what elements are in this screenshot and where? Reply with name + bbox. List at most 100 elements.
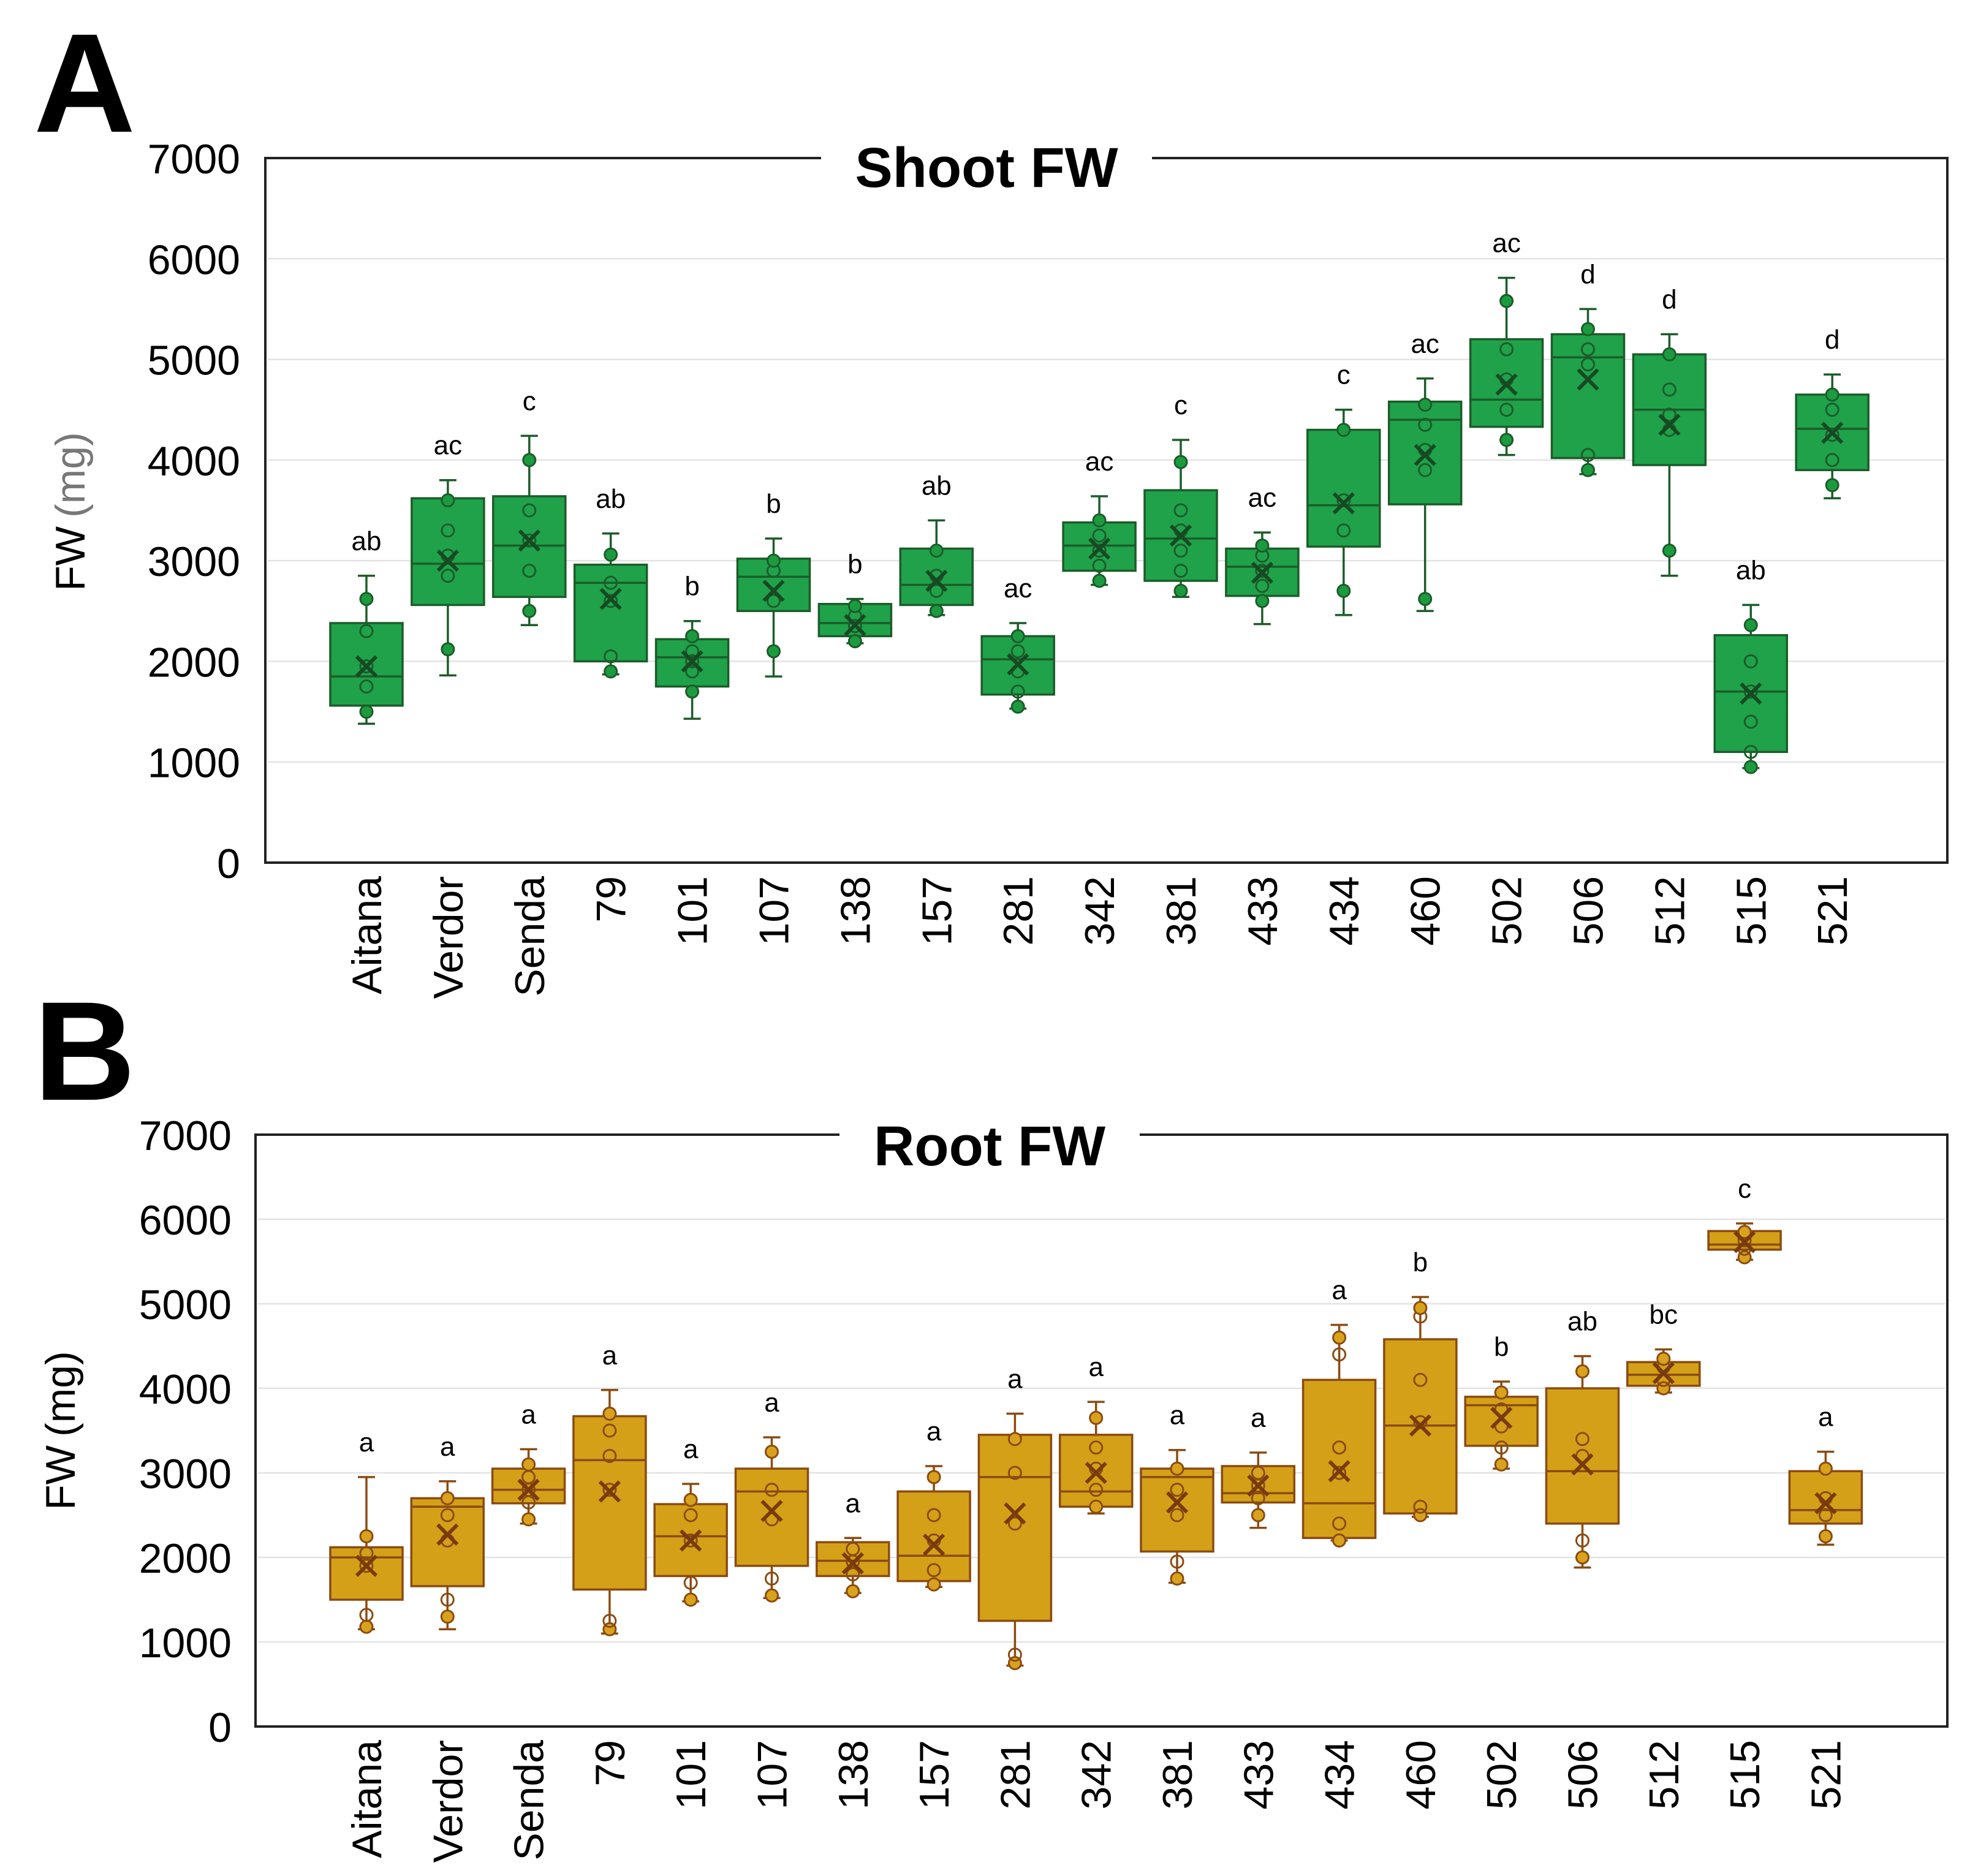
data-point xyxy=(1336,523,1351,538)
y-axis-label-unit: (mg) xyxy=(47,432,94,518)
mean-marker xyxy=(1085,1461,1107,1485)
significance-letter: a xyxy=(1170,1401,1185,1431)
data-point xyxy=(1255,578,1270,593)
data-point xyxy=(929,583,944,598)
data-point xyxy=(1089,1483,1104,1497)
mean-marker xyxy=(1328,1460,1351,1483)
mean-marker xyxy=(760,1499,783,1522)
significance-letter: ab xyxy=(1736,555,1766,585)
box-verdor: a xyxy=(410,1432,485,1631)
mean-marker xyxy=(1414,444,1436,466)
data-point xyxy=(522,603,537,618)
data-point xyxy=(765,1445,779,1459)
mean-marker xyxy=(1821,422,1844,444)
mean-marker xyxy=(1814,1492,1837,1515)
mean-marker xyxy=(680,1529,702,1552)
mean-marker xyxy=(599,588,622,610)
box-iqr xyxy=(1301,1379,1377,1540)
significance-letter: a xyxy=(521,1399,536,1429)
mean-marker xyxy=(925,569,948,592)
x-tick-label: 107 xyxy=(751,876,798,945)
mean-marker xyxy=(1495,373,1518,396)
y-axis-label-main: FW xyxy=(37,1445,84,1510)
data-point xyxy=(1413,1499,1428,1514)
panel-letter: A xyxy=(34,4,135,162)
data-point xyxy=(1662,382,1676,397)
box-aitana: ab xyxy=(329,526,404,725)
x-tick-label: 281 xyxy=(992,1740,1039,1809)
data-point xyxy=(767,644,781,659)
data-point xyxy=(1255,594,1270,608)
data-point xyxy=(604,664,618,679)
data-point xyxy=(847,619,862,634)
x-tick-label: Senda xyxy=(507,876,553,997)
data-point xyxy=(359,705,374,719)
data-point xyxy=(1825,403,1839,417)
data-point xyxy=(1743,684,1758,699)
panel-b: B 0 1000 2000 3000 4000 5000 6000 7000 a a a a a a a a… xyxy=(34,972,1949,1863)
title-backdrop xyxy=(839,1115,1140,1176)
x-tick-label: 79 xyxy=(588,876,635,923)
data-point xyxy=(1581,322,1595,336)
y-tick-label: 5000 xyxy=(139,1282,232,1328)
box-381: c xyxy=(1143,390,1218,599)
mean-marker xyxy=(841,1552,864,1575)
significance-letter: ab xyxy=(352,526,382,556)
box-iqr xyxy=(573,563,648,663)
data-point xyxy=(359,592,374,607)
box-series: ab ac c ab b b b ab ac ac c ac c ac ac d d ab d xyxy=(329,229,1870,774)
data-point xyxy=(1332,1533,1347,1548)
y-tick-label: 6000 xyxy=(148,236,240,283)
significance-letter: ab xyxy=(596,484,626,514)
data-point xyxy=(1662,407,1676,422)
box-342: a xyxy=(1058,1352,1134,1515)
mean-marker xyxy=(1658,414,1681,436)
data-point xyxy=(441,569,455,583)
box-502: b xyxy=(1464,1332,1539,1472)
data-point xyxy=(359,624,374,638)
data-point xyxy=(1173,543,1188,558)
significance-letter: d xyxy=(1825,325,1839,355)
x-tick-label: 515 xyxy=(1728,876,1775,945)
data-point xyxy=(1173,455,1188,469)
box-433: a xyxy=(1221,1403,1296,1529)
data-point xyxy=(926,1470,941,1485)
significance-letter: a xyxy=(359,1428,374,1458)
significance-letter: a xyxy=(1251,1403,1266,1433)
mean-marker xyxy=(1169,524,1192,547)
significance-letter: a xyxy=(440,1432,455,1462)
box-iqr xyxy=(1545,1387,1620,1525)
box-281: a xyxy=(977,1364,1053,1670)
box-iqr xyxy=(734,1467,809,1567)
chart-title: Shoot FW xyxy=(855,137,1118,199)
box-512: d xyxy=(1632,285,1707,577)
data-point xyxy=(602,1423,617,1438)
data-point xyxy=(1010,684,1025,699)
data-point xyxy=(929,543,944,558)
data-point xyxy=(685,629,700,643)
data-point xyxy=(1413,1301,1428,1315)
significance-letter: a xyxy=(1332,1276,1347,1306)
x-tick-label: 512 xyxy=(1646,876,1693,945)
x-tick-label: Verdor xyxy=(425,1740,471,1863)
data-point xyxy=(767,594,781,608)
significance-letter: ac xyxy=(1411,329,1439,359)
data-point xyxy=(521,1457,536,1472)
data-point xyxy=(440,1508,455,1522)
data-point xyxy=(359,1619,374,1634)
box-senda: c xyxy=(492,386,567,627)
x-tick-label: 281 xyxy=(995,876,1042,945)
significance-letter: b xyxy=(847,550,862,580)
data-point xyxy=(1581,357,1595,372)
data-point xyxy=(604,594,618,608)
data-point xyxy=(1170,1483,1184,1497)
x-tick-label: 460 xyxy=(1398,1740,1444,1809)
data-point xyxy=(1418,463,1433,477)
x-tick-label: 157 xyxy=(914,876,960,945)
significance-letter: a xyxy=(1818,1402,1833,1432)
box-460: ac xyxy=(1387,329,1463,613)
x-tick-label: 107 xyxy=(749,1740,796,1809)
significance-letter: ac xyxy=(1085,447,1113,477)
box-281: ac xyxy=(980,573,1055,714)
